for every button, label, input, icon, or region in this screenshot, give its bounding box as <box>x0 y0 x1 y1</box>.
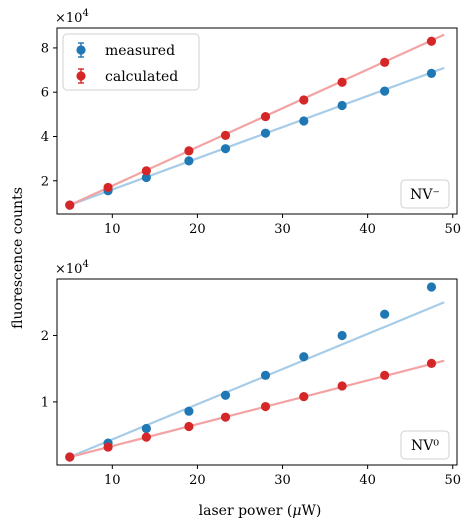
panel-label: NV⁻ <box>410 187 440 203</box>
x-tick-label: 10 <box>104 222 121 237</box>
panel-label: NV⁰ <box>411 438 439 454</box>
x-tick-label: 40 <box>359 222 376 237</box>
calculated-point-7 <box>337 77 347 87</box>
measured-point-3 <box>184 156 194 166</box>
measured-point-7 <box>337 330 347 341</box>
axes-frame <box>56 278 458 466</box>
calculated-point-5 <box>260 111 271 122</box>
fit-line-0 <box>69 301 445 459</box>
calculated-point-8 <box>380 370 390 380</box>
legend-label-calculated: calculated <box>105 69 178 85</box>
y-multiplier: ×104 <box>55 259 89 277</box>
measured-point-6 <box>299 116 309 126</box>
x-tick-label: 10 <box>104 473 121 488</box>
panel-nv-zero: 10 20 30 40 50 1 2 ×104 NV⁰ <box>41 259 461 488</box>
measured-point-8 <box>380 309 390 319</box>
axes-frame <box>56 27 458 215</box>
measured-point-4 <box>220 390 231 400</box>
measured-point-4 <box>220 144 231 154</box>
calculated-point-0 <box>65 200 75 210</box>
measured-point-9 <box>426 282 437 292</box>
panel-label-box <box>400 430 450 460</box>
calculated-point-1 <box>103 442 113 452</box>
calculated-point-5 <box>260 401 271 412</box>
y-tick-label: 1 <box>41 395 49 410</box>
legend-box <box>62 33 200 91</box>
calculated-point-0 <box>65 452 75 462</box>
measured-point-7 <box>337 100 347 111</box>
calculated-point-9 <box>426 358 437 368</box>
measured-point-2 <box>141 423 151 434</box>
calculated-point-4 <box>220 412 231 422</box>
x-tick-label: 50 <box>444 473 461 488</box>
panel-nv-minus: 10 20 30 40 50 2 4 6 8 ×104 NV⁻ measured calculated <box>41 8 461 237</box>
x-axis-label: laser power (μW) <box>199 503 322 519</box>
x-tick-label: 20 <box>189 222 206 237</box>
calculated-point-4 <box>220 130 231 140</box>
calculated-point-2 <box>141 432 151 442</box>
y-tick-label: 2 <box>41 174 49 189</box>
x-tick-label: 50 <box>444 222 461 237</box>
x-tick-label: 40 <box>359 473 376 488</box>
calculated-point-2 <box>141 166 151 176</box>
calculated-point-7 <box>337 381 347 391</box>
y-tick-label: 2 <box>41 329 49 344</box>
x-tick-label: 30 <box>274 222 291 237</box>
measured-point-3 <box>184 406 194 416</box>
measured-point-5 <box>260 128 271 138</box>
measured-point-2 <box>141 172 151 183</box>
y-axis-label: fluorescence counts <box>10 187 26 329</box>
x-tick-label: 30 <box>274 473 291 488</box>
y-multiplier: ×104 <box>55 8 89 26</box>
measured-point-5 <box>260 370 271 380</box>
legend-marker-measured <box>76 45 86 55</box>
measured-point-9 <box>426 68 437 78</box>
calculated-point-1 <box>103 182 113 193</box>
calculated-point-6 <box>299 95 309 105</box>
y-tick-label: 4 <box>41 130 49 145</box>
x-tick-label: 20 <box>189 473 206 488</box>
calculated-point-8 <box>380 57 390 67</box>
calculated-point-3 <box>184 146 194 156</box>
y-tick-label: 6 <box>41 86 49 101</box>
legend-marker-calculated <box>76 71 86 81</box>
y-tick-label: 8 <box>41 41 49 56</box>
measured-point-6 <box>299 352 309 362</box>
calculated-point-9 <box>426 36 437 46</box>
calculated-point-6 <box>299 391 309 402</box>
panel-label-box <box>400 179 450 209</box>
legend-label-measured: measured <box>105 43 175 59</box>
calculated-point-3 <box>184 421 194 432</box>
measured-point-8 <box>380 86 390 96</box>
